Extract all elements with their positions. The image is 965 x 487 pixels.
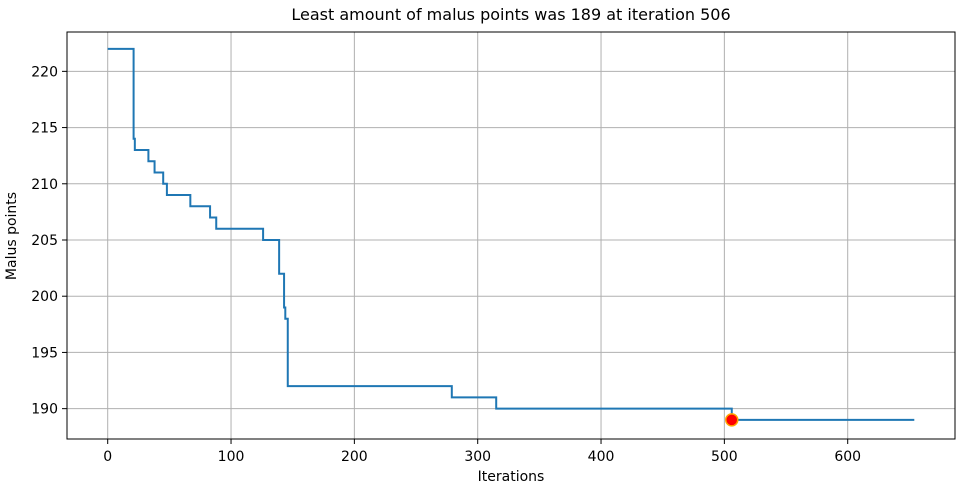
plot-frame [66, 31, 956, 440]
y-tick-label: 190 [31, 402, 58, 418]
x-tick-label: 0 [103, 449, 112, 465]
y-tick-label: 200 [31, 289, 58, 305]
chart-title: Least amount of malus points was 189 at … [291, 5, 731, 24]
grid-lines [67, 32, 955, 439]
x-tick-label: 600 [834, 449, 861, 465]
malus-points-line [107, 47, 915, 421]
x-axis-ticks: 0 100 200 300 400 500 600 [103, 439, 861, 465]
minimum-point-marker [725, 413, 739, 427]
x-tick-label: 300 [464, 449, 491, 465]
x-axis-label: Iterations [477, 469, 545, 485]
y-axis-ticks: 190 195 200 205 210 215 220 [31, 64, 67, 418]
x-tick-label: 100 [218, 449, 245, 465]
series-layer [107, 47, 915, 427]
y-tick-label: 215 [31, 121, 58, 137]
y-tick-label: 210 [31, 177, 58, 193]
y-tick-label: 195 [31, 345, 58, 361]
x-tick-label: 500 [711, 449, 738, 465]
x-tick-label: 200 [341, 449, 368, 465]
y-tick-label: 220 [31, 64, 58, 80]
x-tick-label: 400 [588, 449, 615, 465]
y-tick-label: 205 [31, 233, 58, 249]
